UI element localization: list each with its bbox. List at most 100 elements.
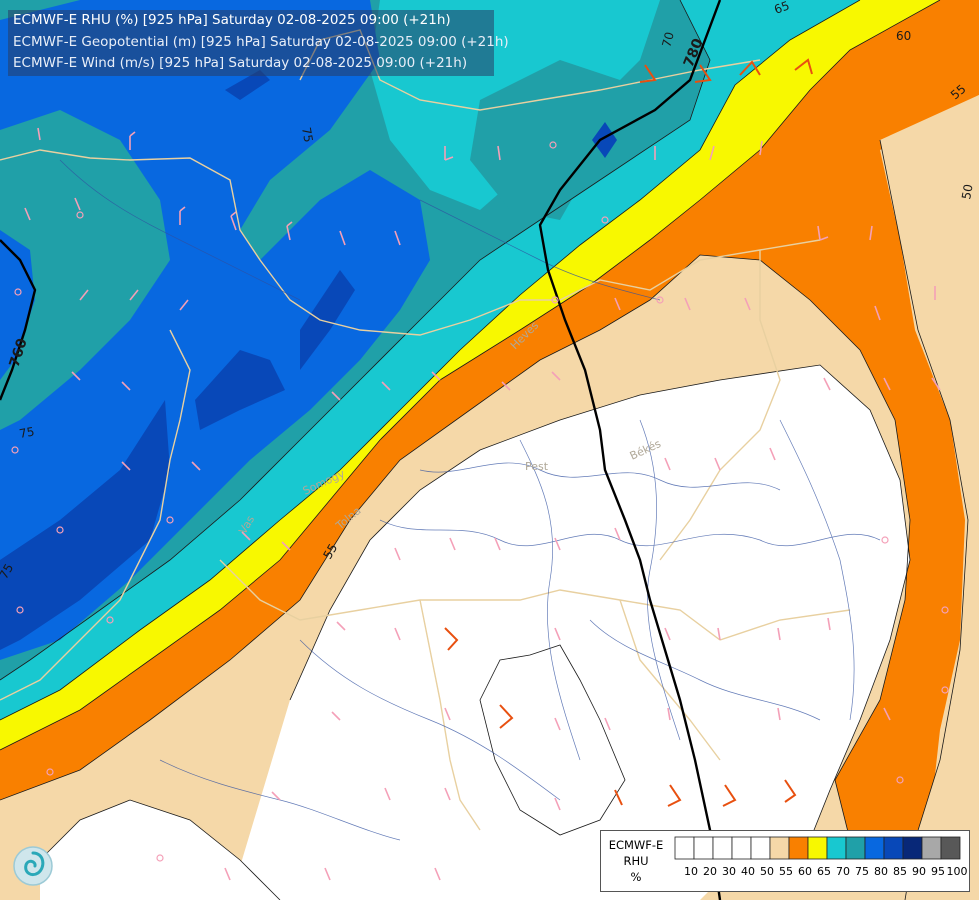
wind-barb	[179, 299, 189, 311]
wind-barb	[281, 541, 291, 551]
wind-barb	[339, 230, 346, 246]
wind-barb	[494, 537, 501, 551]
wind-barb	[714, 457, 721, 471]
legend-swatch	[788, 836, 809, 860]
legend-swatch	[921, 836, 942, 860]
legend-tick-label: 55	[779, 865, 793, 878]
wind-barb	[817, 225, 829, 241]
wind-barb	[224, 867, 231, 881]
wind-barb	[381, 381, 391, 391]
wind-barb	[684, 297, 691, 311]
wind-barb	[394, 627, 401, 641]
wind-barb-strong	[444, 627, 459, 651]
contour-label-75: 75	[18, 425, 35, 441]
wind-barb	[336, 621, 346, 631]
wind-barb-strong	[667, 784, 682, 807]
wind-barb-strong	[499, 704, 514, 729]
wind-barb	[497, 145, 501, 161]
wind-barb-strong	[794, 58, 813, 75]
wind-barb	[394, 547, 401, 561]
wind-barb	[883, 377, 891, 391]
legend-swatch	[731, 836, 752, 860]
rhu-band-50-sw	[40, 800, 280, 900]
legend-swatch	[769, 836, 790, 860]
wind-barbs	[24, 127, 941, 881]
rhu-band-75-pocket	[470, 60, 620, 220]
wind-barb	[431, 371, 441, 381]
wind-barb	[869, 225, 873, 241]
wind-barb-strong	[739, 60, 761, 76]
legend-tick-label: 75	[855, 865, 869, 878]
rhu-band-55-east	[880, 95, 979, 900]
wind-barb	[664, 457, 671, 471]
wind-barb	[241, 531, 251, 541]
wind-barb	[74, 197, 81, 211]
wind-barb	[271, 791, 281, 801]
legend-swatch	[693, 836, 714, 860]
wind-barb	[71, 371, 81, 381]
contour-label-50: 50	[959, 183, 975, 200]
wind-barb	[717, 627, 721, 641]
rhu-band-85	[0, 400, 170, 650]
wind-barb	[501, 381, 511, 391]
color-legend: ECMWF-E RHU % 10 20 30 40 50 55 60 65 70 75 80 85 90…	[600, 830, 970, 892]
wind-barb	[331, 711, 341, 721]
legend-swatch	[845, 836, 866, 860]
wind-barb	[434, 867, 441, 881]
wind-barb	[823, 377, 831, 391]
header-rhu-title: ECMWF-E RHU (%) [925 hPa] Saturday 02-08…	[13, 12, 451, 28]
rhu-band-80-far-west	[0, 230, 35, 380]
legend-tick-label: 100	[947, 865, 968, 878]
legend-swatch	[826, 836, 847, 860]
wind-barb	[664, 627, 671, 641]
legend-tick-label: 80	[874, 865, 888, 878]
legend-tick-label: 30	[722, 865, 736, 878]
wind-barb	[777, 627, 781, 641]
legend-swatch	[940, 836, 961, 860]
legend-swatch	[750, 836, 771, 860]
legend-tick-label: 20	[703, 865, 717, 878]
wind-barb	[324, 867, 331, 881]
wind-barb	[444, 707, 451, 721]
header-wind-title: ECMWF-E Wind (m/s) [925 hPa] Saturday 02…	[13, 55, 468, 71]
contour-label-60: 60	[896, 29, 911, 43]
wind-barbs-strong	[444, 58, 813, 807]
wind-barb	[121, 381, 131, 391]
wind-barb	[759, 140, 763, 156]
legend-tick-label: 60	[798, 865, 812, 878]
legend-swatch	[902, 836, 923, 860]
wind-barb	[191, 461, 201, 471]
contour-label-55: 55	[320, 541, 340, 561]
wind-barb	[614, 527, 621, 541]
wind-barb	[121, 461, 131, 471]
legend-tick-label: 90	[912, 865, 926, 878]
geopotential-780-line	[538, 0, 722, 900]
provider-logo	[13, 846, 53, 886]
legend-tick-label: 50	[760, 865, 774, 878]
wind-barb	[79, 289, 89, 301]
wind-barb-strong	[722, 784, 737, 807]
wind-barb	[554, 627, 561, 641]
legend-model: ECMWF-E	[608, 838, 664, 852]
wind-barb	[444, 146, 454, 161]
borders	[0, 29, 851, 831]
wind-barb-strong	[784, 779, 797, 803]
map-header	[8, 10, 494, 76]
legend-swatch	[883, 836, 904, 860]
contour-label-65: 65	[772, 0, 791, 17]
rhu-band-85-mid	[195, 350, 285, 430]
rhu-band-75-west	[0, 110, 170, 430]
legend-title: ECMWF-E RHU %	[601, 837, 671, 885]
wind-barb	[37, 127, 41, 141]
wind-barb	[384, 787, 391, 801]
rhu-band-85-ne	[592, 122, 617, 158]
wind-barb	[874, 305, 881, 321]
rivers	[59, 159, 881, 841]
wind-barb	[179, 206, 186, 225]
wind-barb	[331, 391, 341, 401]
wind-barb	[449, 537, 456, 551]
wind-barb	[931, 377, 941, 391]
header-geopotential-title: ECMWF-E Geopotential (m) [925 hPa] Satur…	[13, 34, 509, 50]
wind-barb	[24, 207, 31, 221]
